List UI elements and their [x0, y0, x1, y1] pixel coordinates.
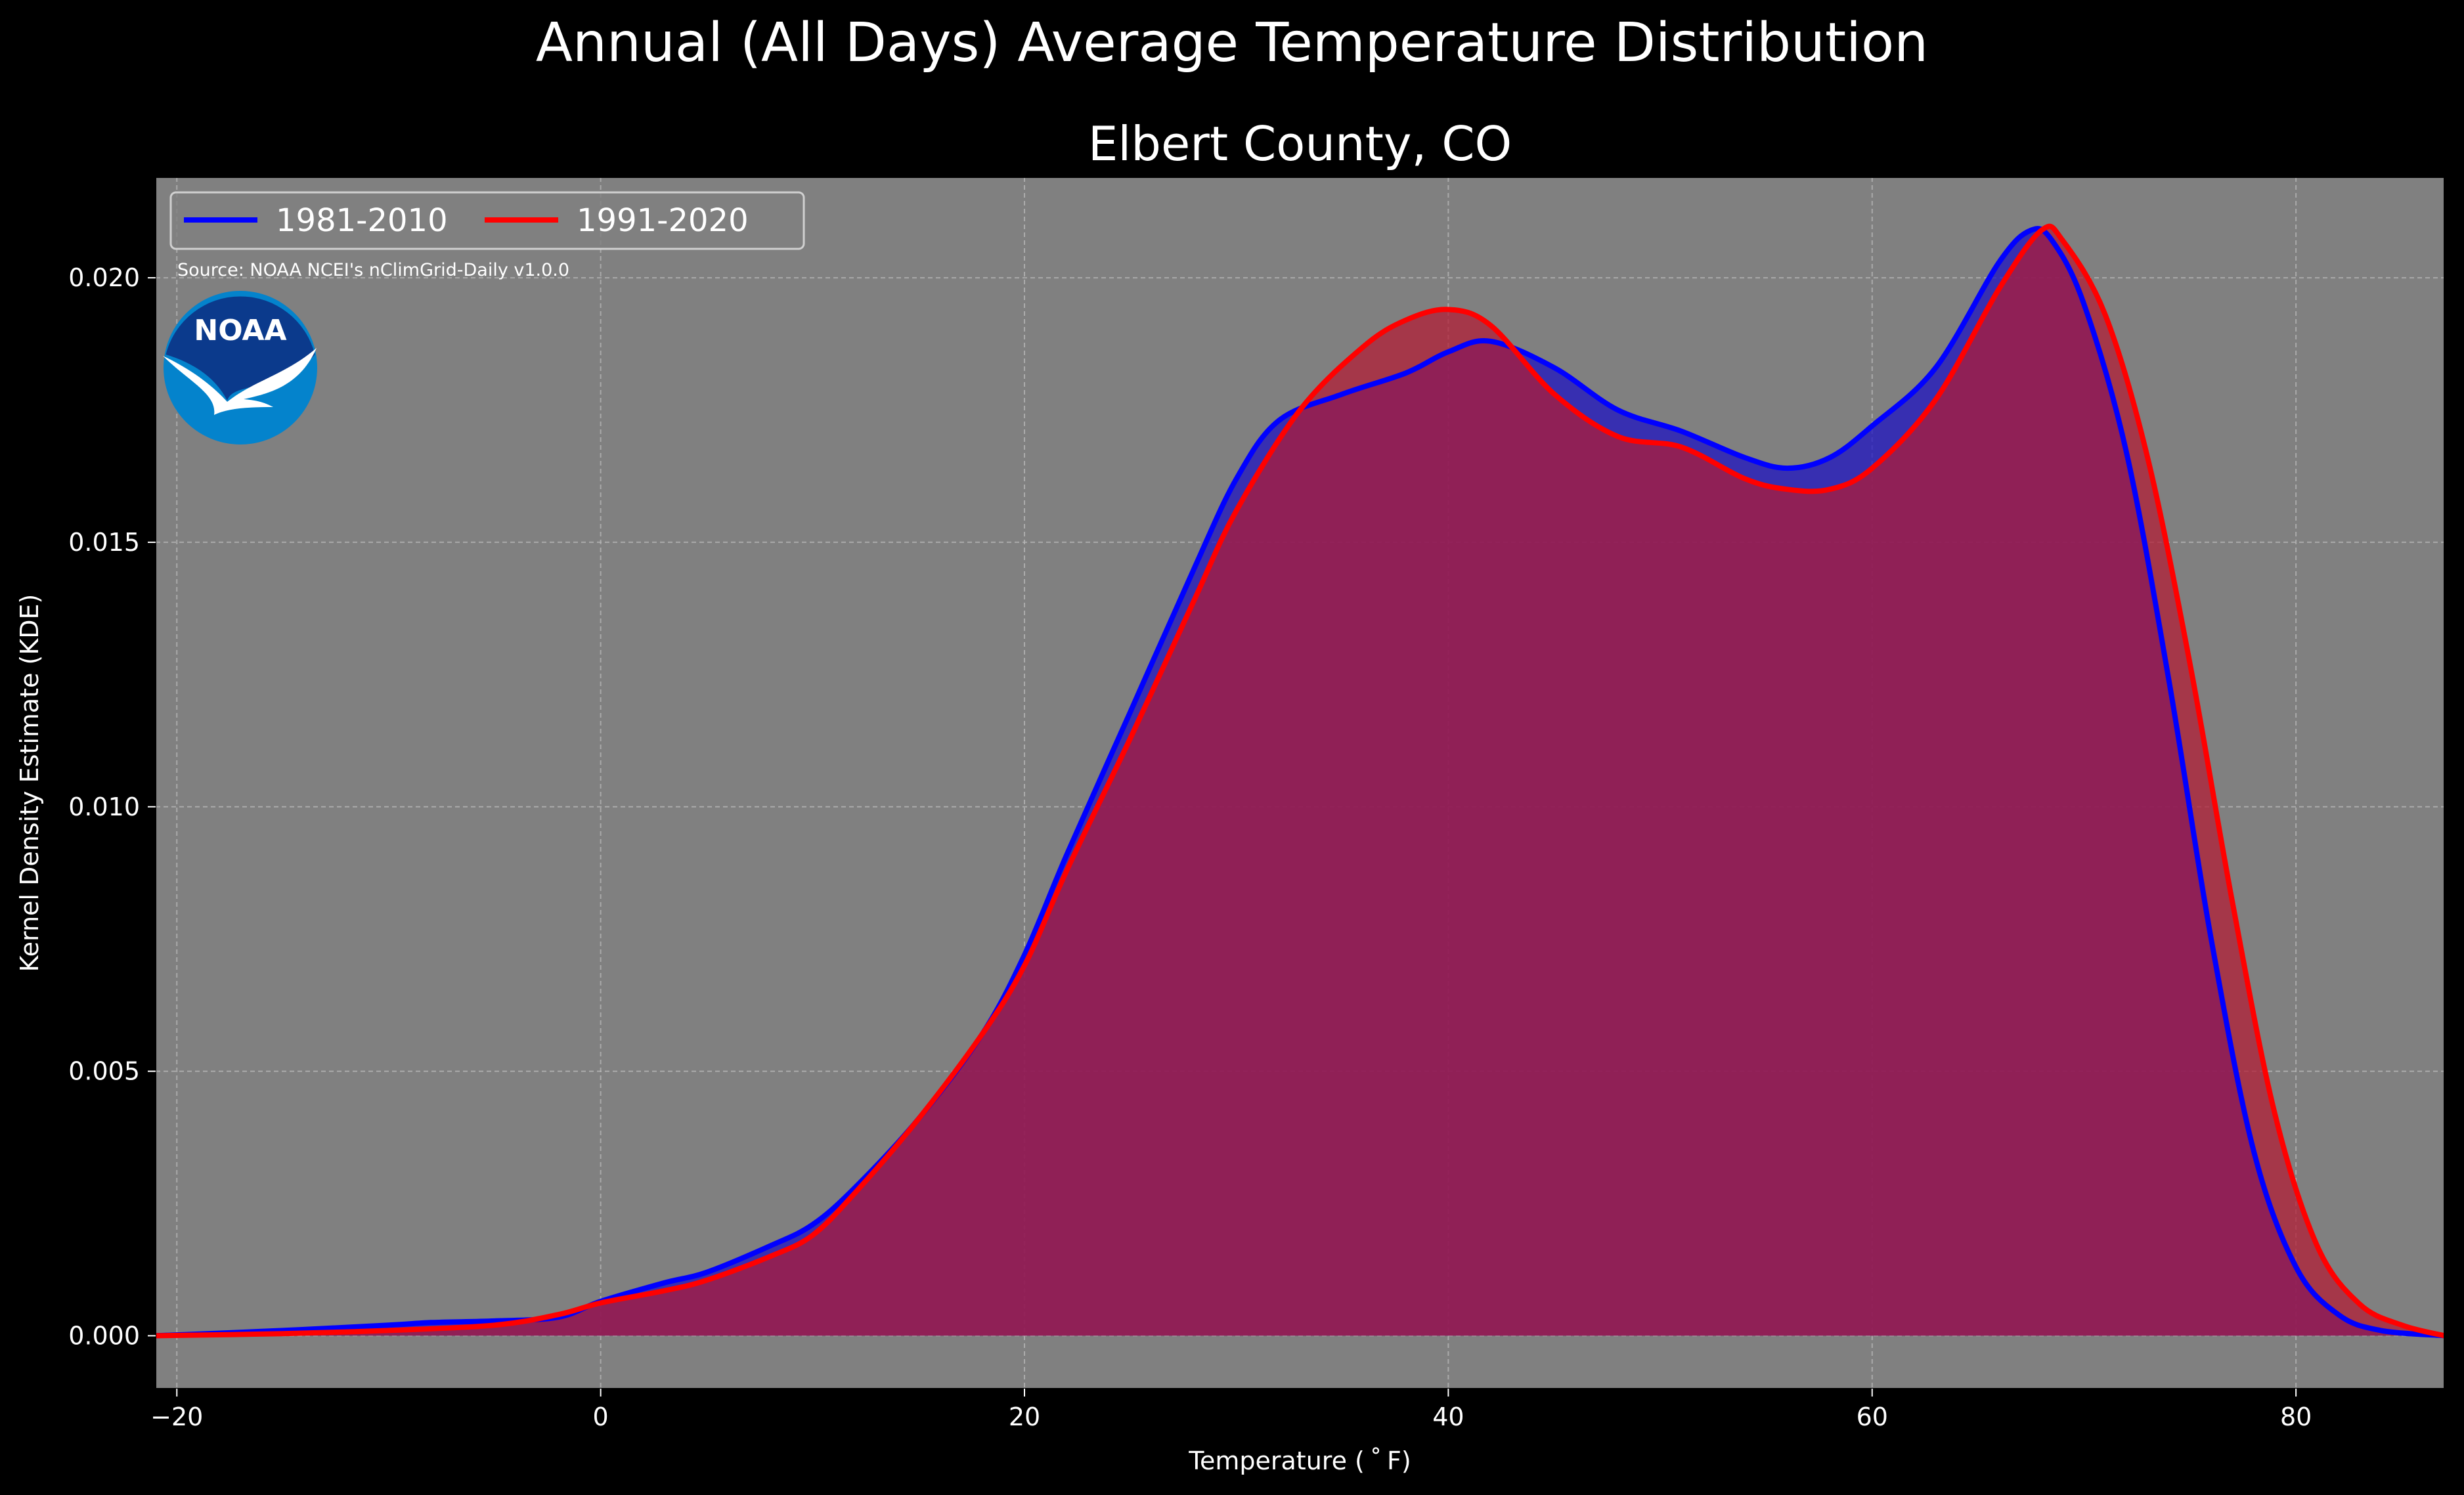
- series-line-2: [155, 223, 2445, 1339]
- series-layer: [155, 223, 2445, 1339]
- tick-layer: −20 0 20 40 60 80 0.000 0.005 0.010 0.015 0.020: [68, 263, 2312, 1431]
- plot-frame: [155, 177, 2445, 1389]
- legend-label-1: 1981-2010: [276, 202, 448, 239]
- x-tick-label: 60: [1857, 1402, 1888, 1431]
- y-axis-label: Kernel Density Estimate (KDE): [15, 594, 44, 972]
- x-axis-label: Temperature ( ˚ F): [1188, 1446, 1411, 1475]
- series-line-1: [155, 226, 2445, 1339]
- legend-label-2: 1991-2020: [577, 202, 749, 239]
- x-tick-label: 80: [2280, 1402, 2312, 1431]
- logo-text: NOAA: [194, 314, 286, 347]
- y-tick-label: 0.005: [68, 1057, 140, 1086]
- figure-title: Annual (All Days) Average Temperature Di…: [535, 12, 1929, 74]
- legend-items: 1981-2010 1991-2020: [184, 202, 749, 239]
- x-tick-label: −20: [150, 1402, 203, 1431]
- series-fill-2: [156, 226, 2444, 1336]
- logo-bird-icon: [163, 348, 317, 415]
- y-tick-label: 0.015: [68, 528, 140, 557]
- x-tick-label: 20: [1009, 1402, 1040, 1431]
- x-tick-label: 0: [593, 1402, 609, 1431]
- legend: 1981-2010 1991-2020: [169, 191, 805, 250]
- chart-subtitle: Elbert County, CO: [1088, 116, 1512, 171]
- x-tick-label: 40: [1432, 1402, 1464, 1431]
- y-tick-label: 0.020: [68, 263, 140, 292]
- source-note: Source: NOAA NCEI's nClimGrid-Daily v1.0…: [177, 260, 569, 280]
- noaa-logo: NOAA: [163, 291, 317, 444]
- y-tick-label: 0.000: [68, 1321, 140, 1350]
- y-tick-label: 0.010: [68, 792, 140, 821]
